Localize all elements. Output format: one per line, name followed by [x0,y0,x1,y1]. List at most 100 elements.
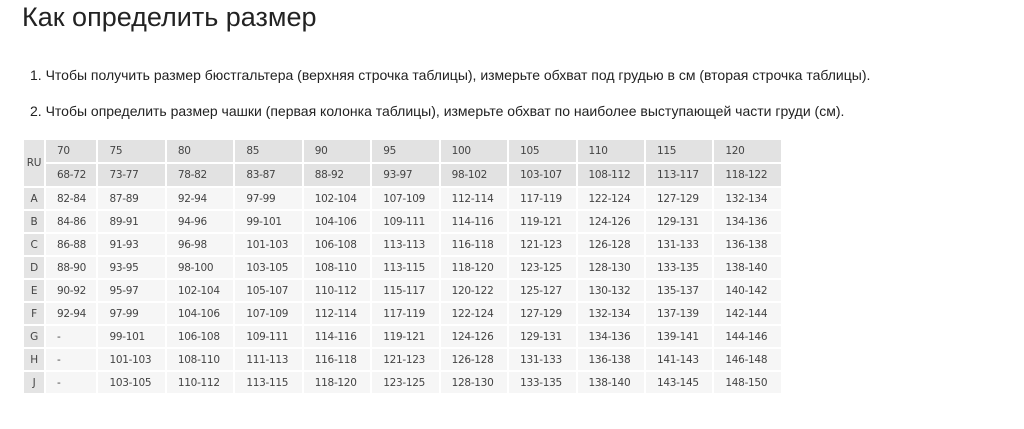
table-cell: 110-112 [301,278,373,303]
table-row: E 90-92 95-97 102-104 105-107 110-112 115-117 1… [22,278,783,303]
table-cell: 114-116 [301,324,373,349]
table-row: D 88-90 93-95 98-100 103-105 108-110 113-115 11… [22,255,783,280]
table-cell: 136-138 [712,232,783,257]
table-cell: 123-125 [370,370,441,395]
table-cell: 82-84 [43,186,99,211]
table-cell: 99-101 [96,324,167,349]
table-cell: 130-132 [575,278,646,303]
table-cell: 143-145 [643,370,715,395]
table-cell: 107-109 [370,186,441,211]
table-cell: 115-117 [370,278,441,303]
underbust-header: 68-72 [43,162,99,188]
header-row-sizes: RU 70 75 80 85 90 95 100 105 110 115 120 [22,138,783,188]
table-cell: 102-104 [301,186,373,211]
table-cell: 141-143 [643,347,715,372]
table-cell: 113-115 [233,370,304,395]
table-cell: 92-94 [43,301,99,326]
table-cell: 139-141 [643,324,715,349]
table-cell: 97-99 [96,301,167,326]
underbust-header: 118-122 [712,162,783,188]
table-cell: 117-119 [370,301,441,326]
underbust-header: 78-82 [164,162,236,188]
table-cell: 111-113 [233,347,304,372]
cup-label: F [22,301,46,326]
table-cell: 148-150 [712,370,783,395]
size-header: 80 [164,138,236,164]
table-cell: 94-96 [164,209,236,234]
table-cell: 113-113 [370,232,441,257]
table-cell: 102-104 [164,278,236,303]
size-header: 115 [643,138,715,164]
table-cell: 120-122 [438,278,510,303]
table-cell: 106-108 [164,324,236,349]
size-table: RU 70 75 80 85 90 95 100 105 110 115 120 68-72 73-77 7… [22,138,783,395]
table-cell: 144-146 [712,324,783,349]
size-header: 75 [96,138,167,164]
table-cell: 131-133 [643,232,715,257]
table-cell: 118-120 [301,370,373,395]
table-cell: 122-124 [575,186,646,211]
table-cell: - [43,347,99,372]
underbust-header: 103-107 [507,162,578,188]
table-cell: 103-105 [96,370,167,395]
table-cell: 98-100 [164,255,236,280]
size-header: 85 [233,138,304,164]
underbust-header: 88-92 [301,162,373,188]
table-row: A 82-84 87-89 92-94 97-99 102-104 107-109 112-1… [22,186,783,211]
table-cell: 127-129 [507,301,578,326]
table-cell: 106-108 [301,232,373,257]
table-cell: 97-99 [233,186,304,211]
table-cell: 134-136 [575,324,646,349]
table-cell: 109-111 [233,324,304,349]
table-cell: 122-124 [438,301,510,326]
cup-label: B [22,209,46,234]
table-cell: 125-127 [507,278,578,303]
table-cell: 127-129 [643,186,715,211]
cup-label: C [22,232,46,257]
table-cell: 121-123 [370,347,441,372]
size-header: 70 [43,138,99,164]
corner-label: RU [22,138,46,188]
underbust-header: 83-87 [233,162,304,188]
table-cell: 108-110 [164,347,236,372]
table-cell: 124-126 [575,209,646,234]
table-cell: 140-142 [712,278,783,303]
table-cell: 103-105 [233,255,304,280]
table-cell: 105-107 [233,278,304,303]
table-cell: 114-116 [438,209,510,234]
table-cell: 101-103 [233,232,304,257]
page-title: Как определить размер [22,2,317,32]
table-cell: 129-131 [643,209,715,234]
table-cell: 92-94 [164,186,236,211]
cup-label: A [22,186,46,211]
header-row-underbust: 68-72 73-77 78-82 83-87 88-92 93-97 98-102 103-… [23,162,783,188]
table-cell: 124-126 [438,324,510,349]
table-cell: 90-92 [43,278,99,303]
table-cell: 93-95 [96,255,167,280]
table-cell: 116-118 [301,347,373,372]
table-cell: - [43,324,99,349]
cup-label: E [22,278,46,303]
table-cell: 138-140 [575,370,646,395]
table-cell: 89-91 [96,209,167,234]
underbust-header: 98-102 [438,162,510,188]
table-cell: 119-121 [507,209,578,234]
table-cell: 86-88 [43,232,99,257]
table-row: F 92-94 97-99 104-106 107-109 112-114 117-119 1… [22,301,783,326]
table-cell: 84-86 [43,209,99,234]
table-cell: 112-114 [438,186,510,211]
table-cell: 112-114 [301,301,373,326]
table-cell: 135-137 [643,278,715,303]
table-row: J -103-105 110-112 113-115 118-120 123-125 128… [22,370,783,395]
table-cell: 123-125 [507,255,578,280]
table-cell: 129-131 [507,324,578,349]
size-header: 110 [575,138,646,164]
table-cell: 104-106 [164,301,236,326]
cup-label: D [22,255,46,280]
table-cell: 118-120 [438,255,510,280]
table-cell: 146-148 [712,347,783,372]
cup-label: G [22,324,46,349]
table-cell: 110-112 [164,370,236,395]
table-cell: 142-144 [712,301,783,326]
table-row: G -99-101 106-108 109-111 114-116 119-121 124-… [22,324,783,349]
